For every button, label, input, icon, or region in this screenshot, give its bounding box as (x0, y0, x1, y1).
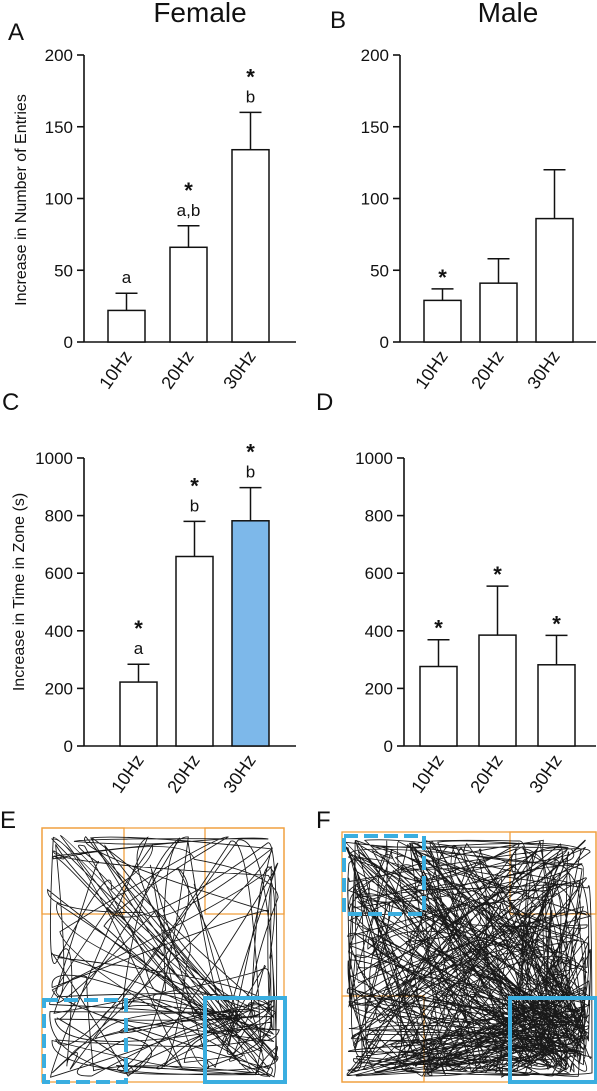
bar-10Hz (423, 299, 462, 343)
significance-star: * (438, 265, 447, 290)
zone-dashed-blue (342, 834, 426, 916)
y-tick-label: 100 (361, 190, 389, 209)
bar-20Hz (478, 634, 517, 747)
y-tick-label: 200 (361, 46, 389, 65)
significance-star: * (190, 473, 199, 498)
y-tick-label: 50 (54, 261, 73, 280)
panel-letter-e: E (0, 807, 16, 834)
chart-d: 0 200 400 600 800 1000 * 10Hz * 20Hz * 30Hz (355, 449, 596, 797)
male-header: Male (478, 0, 539, 28)
y-tick-label: 400 (45, 622, 73, 641)
x-category-label: 30Hz (219, 347, 259, 393)
significance-star: * (434, 616, 443, 641)
chart-a-ylabel: Increase in Number of Entries (13, 94, 30, 306)
panel-letter-f: F (316, 807, 331, 834)
significance-letter: b (190, 496, 199, 515)
y-tick-label: 150 (45, 118, 73, 137)
bar-20Hz (169, 246, 208, 343)
panel-letter-d: D (316, 389, 333, 416)
significance-letter: b (246, 87, 255, 106)
movement-trace-male (341, 831, 597, 1084)
y-tick-label: 0 (64, 333, 73, 352)
significance-star: * (134, 616, 143, 641)
x-category-label: 20Hz (163, 751, 203, 797)
arena-outline (41, 827, 285, 1083)
y-tick-label: 1000 (35, 449, 73, 468)
bar-10Hz (419, 665, 458, 747)
trace-lines (345, 839, 593, 1078)
panel-letter-c: C (2, 389, 19, 416)
x-category-label: 10Hz (407, 751, 447, 797)
x-category-label: 10Hz (107, 751, 147, 797)
significance-letter: a,b (177, 201, 201, 220)
y-tick-label: 400 (365, 622, 393, 641)
bar-20Hz (479, 282, 518, 343)
chart-b: 0 50 100 150 200 * 10Hz 20Hz 30Hz (361, 46, 596, 393)
y-tick-label: 800 (365, 507, 393, 526)
bar-30Hz (537, 664, 576, 747)
zone-dashed-blue (42, 998, 128, 1084)
trace-path (47, 835, 280, 1078)
zone-solid-blue (203, 996, 287, 1084)
trace-path (345, 839, 593, 1078)
y-tick-label: 1000 (355, 449, 393, 468)
significance-letter: b (246, 463, 255, 482)
panel-letter-b: B (330, 7, 346, 34)
significance-star: * (184, 178, 193, 203)
panel-letter-a: A (8, 19, 24, 46)
y-tick-label: 600 (365, 564, 393, 583)
bar-10Hz (119, 681, 158, 747)
x-category-label: 10Hz (411, 347, 451, 393)
x-category-label: 30Hz (525, 751, 565, 797)
x-category-label: 30Hz (219, 751, 259, 797)
y-tick-label: 200 (365, 679, 393, 698)
y-tick-label: 0 (64, 737, 73, 756)
y-tick-label: 100 (45, 190, 73, 209)
significance-star: * (246, 64, 255, 89)
y-tick-label: 50 (370, 261, 389, 280)
significance-star: * (552, 611, 561, 636)
significance-star: * (246, 440, 255, 465)
trace-lines (47, 835, 280, 1078)
chart-c-ylabel: Increase in Time in Zone (s) (11, 493, 28, 691)
y-tick-label: 600 (45, 564, 73, 583)
movement-trace-female (41, 827, 287, 1084)
zone-solid-blue (508, 996, 597, 1084)
x-category-label: 20Hz (157, 347, 197, 393)
y-tick-label: 800 (45, 507, 73, 526)
x-category-label: 30Hz (523, 347, 563, 393)
zone-top-right (204, 827, 285, 915)
bar-20Hz (175, 555, 214, 747)
y-tick-label: 0 (384, 737, 393, 756)
y-tick-label: 0 (380, 333, 389, 352)
y-tick-label: 200 (45, 46, 73, 65)
bar-30Hz (231, 148, 270, 343)
bar-30Hz (535, 217, 574, 343)
arena-outline (341, 831, 597, 1083)
significance-star: * (493, 562, 502, 587)
x-category-label: 20Hz (466, 751, 506, 797)
x-category-label: 10Hz (95, 347, 135, 393)
significance-letter: a (122, 268, 132, 287)
female-header: Female (153, 0, 246, 28)
x-category-label: 20Hz (467, 347, 507, 393)
bar-10Hz (107, 309, 146, 343)
bar-30Hz (231, 520, 270, 747)
zone-top-right (509, 831, 597, 915)
significance-letter: a (134, 639, 144, 658)
y-tick-label: 150 (361, 118, 389, 137)
y-tick-label: 200 (45, 679, 73, 698)
